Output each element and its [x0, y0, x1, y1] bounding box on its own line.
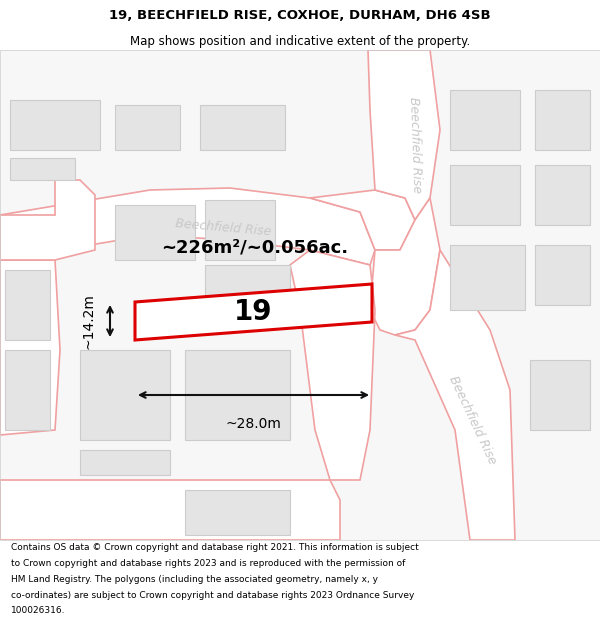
Polygon shape: [115, 105, 180, 150]
Polygon shape: [535, 165, 590, 225]
Polygon shape: [10, 158, 75, 180]
Polygon shape: [0, 180, 95, 260]
Polygon shape: [80, 350, 170, 440]
Text: 19: 19: [234, 298, 273, 326]
Polygon shape: [80, 450, 170, 475]
Text: HM Land Registry. The polygons (including the associated geometry, namely x, y: HM Land Registry. The polygons (includin…: [11, 575, 378, 584]
Polygon shape: [535, 90, 590, 150]
Text: Beechfield Rise: Beechfield Rise: [407, 97, 423, 193]
Polygon shape: [10, 100, 100, 150]
Polygon shape: [5, 270, 50, 340]
Text: Beechfield Rise: Beechfield Rise: [447, 374, 499, 466]
Polygon shape: [115, 205, 195, 260]
Polygon shape: [370, 198, 440, 335]
Polygon shape: [0, 480, 340, 540]
Polygon shape: [200, 105, 285, 150]
Text: co-ordinates) are subject to Crown copyright and database rights 2023 Ordnance S: co-ordinates) are subject to Crown copyr…: [11, 591, 414, 599]
Polygon shape: [530, 360, 590, 430]
Polygon shape: [5, 350, 50, 430]
Text: Contains OS data © Crown copyright and database right 2021. This information is : Contains OS data © Crown copyright and d…: [11, 543, 419, 552]
Polygon shape: [395, 250, 515, 540]
Text: ~28.0m: ~28.0m: [226, 417, 281, 431]
Polygon shape: [535, 245, 590, 305]
Polygon shape: [310, 190, 415, 250]
Polygon shape: [205, 200, 275, 260]
Text: 19, BEECHFIELD RISE, COXHOE, DURHAM, DH6 4SB: 19, BEECHFIELD RISE, COXHOE, DURHAM, DH6…: [109, 9, 491, 22]
Text: 100026316.: 100026316.: [11, 606, 65, 615]
Text: Map shows position and indicative extent of the property.: Map shows position and indicative extent…: [130, 35, 470, 48]
Polygon shape: [450, 90, 520, 150]
Polygon shape: [185, 350, 290, 440]
Text: ~226m²/~0.056ac.: ~226m²/~0.056ac.: [161, 239, 349, 257]
Polygon shape: [450, 245, 525, 310]
Polygon shape: [368, 50, 440, 220]
Polygon shape: [0, 260, 60, 435]
Polygon shape: [205, 265, 290, 305]
Polygon shape: [290, 250, 375, 480]
Polygon shape: [450, 165, 520, 225]
Polygon shape: [0, 188, 375, 265]
Text: Beechfield Rise: Beechfield Rise: [175, 217, 272, 239]
Polygon shape: [135, 284, 372, 340]
Text: to Crown copyright and database rights 2023 and is reproduced with the permissio: to Crown copyright and database rights 2…: [11, 559, 405, 568]
Text: ~14.2m: ~14.2m: [81, 293, 95, 349]
Polygon shape: [185, 490, 290, 535]
